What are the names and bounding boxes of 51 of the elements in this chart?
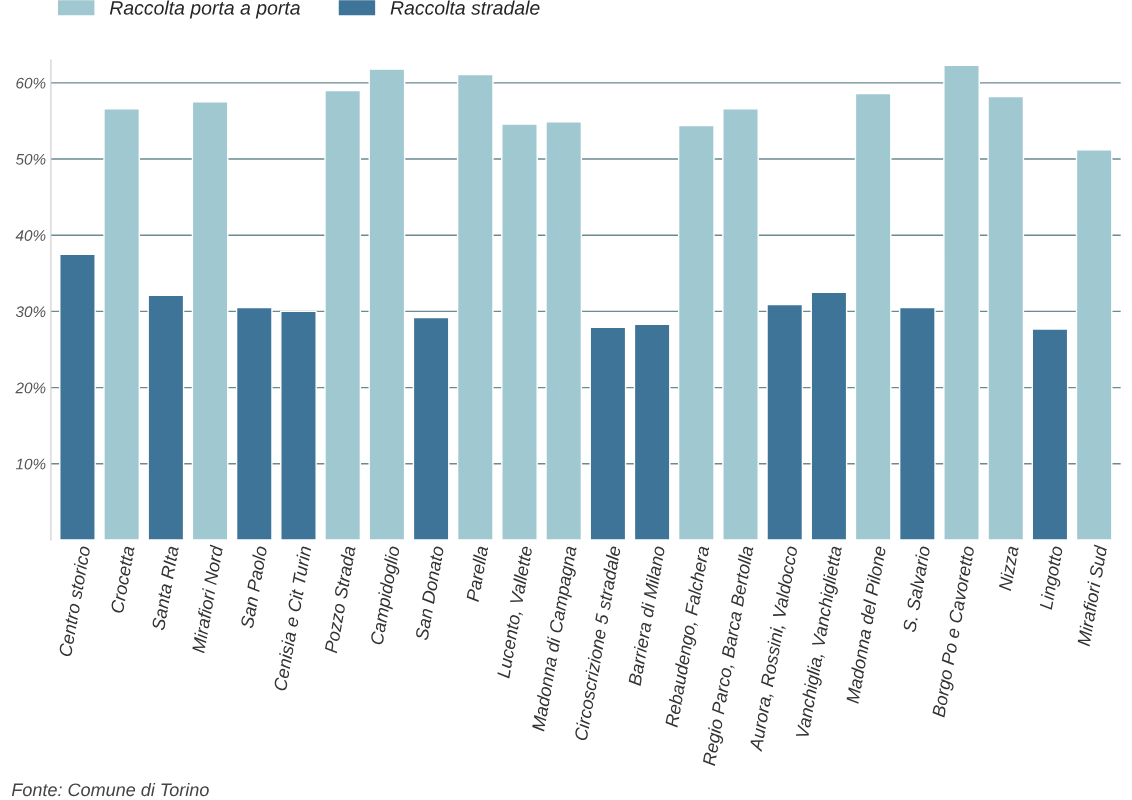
source-note: Fonte: Comune di Torino <box>11 782 209 797</box>
bar <box>191 101 229 540</box>
x-tick-label: Campidoglio <box>369 545 404 646</box>
x-tick-label: Centro storico <box>58 545 91 657</box>
bar <box>235 306 273 540</box>
bar <box>456 73 494 540</box>
bar <box>810 291 848 540</box>
x-tick-label: San Donato <box>415 545 445 641</box>
y-tick-label: 50% <box>15 153 46 165</box>
x-tick-label: Mirafiori Sud <box>1076 544 1108 647</box>
legend-label: Raccolta porta a porta <box>109 0 300 19</box>
x-tick-label: Barriera di Milano <box>627 545 666 686</box>
x-tick-label: Nizza <box>998 545 1019 592</box>
y-tick-label: 20% <box>15 382 46 394</box>
x-tick-label: Lucento, Vallette <box>496 545 535 679</box>
x-tick-label: Crocetta <box>110 545 135 614</box>
bar <box>368 68 406 540</box>
x-tick-label: Cenisia e Cit Turin <box>273 545 312 692</box>
bar <box>103 108 141 540</box>
y-tick-label: 30% <box>15 306 46 318</box>
bar <box>589 326 627 540</box>
bar <box>501 123 538 540</box>
bar <box>412 316 450 540</box>
bar <box>1075 149 1113 540</box>
bar <box>722 108 759 540</box>
bar <box>633 323 671 540</box>
x-tick-label: San Paolo <box>239 545 268 629</box>
y-tick-label: 10% <box>15 458 46 470</box>
x-tick-label: Parella <box>465 545 489 602</box>
x-tick-label: Lingotto <box>1038 545 1067 611</box>
bar <box>677 124 715 540</box>
bar <box>324 89 362 540</box>
legend-label: Raccolta stradale <box>390 0 540 15</box>
x-tick-label: Pozzo Strada <box>323 545 356 654</box>
x-tick-label: Mirafiori Nord <box>191 544 224 654</box>
bar <box>943 64 980 540</box>
bar <box>766 303 804 540</box>
x-tick-label: Madonna del Pilone <box>845 545 887 704</box>
x-tick-label: Santa RIta <box>151 545 179 631</box>
bar <box>280 310 317 540</box>
bar <box>1031 328 1069 540</box>
bar <box>898 306 936 540</box>
y-tick-label: 60% <box>16 77 46 89</box>
y-tick-label: 40% <box>15 230 46 241</box>
bar <box>59 253 96 540</box>
x-tick-label: S. Salvario <box>902 545 931 633</box>
bar <box>545 121 583 540</box>
x-tick-label: Borgo Po e Cavoretto <box>931 545 979 719</box>
bar <box>987 95 1025 540</box>
bar <box>147 294 185 540</box>
bar <box>854 92 892 540</box>
